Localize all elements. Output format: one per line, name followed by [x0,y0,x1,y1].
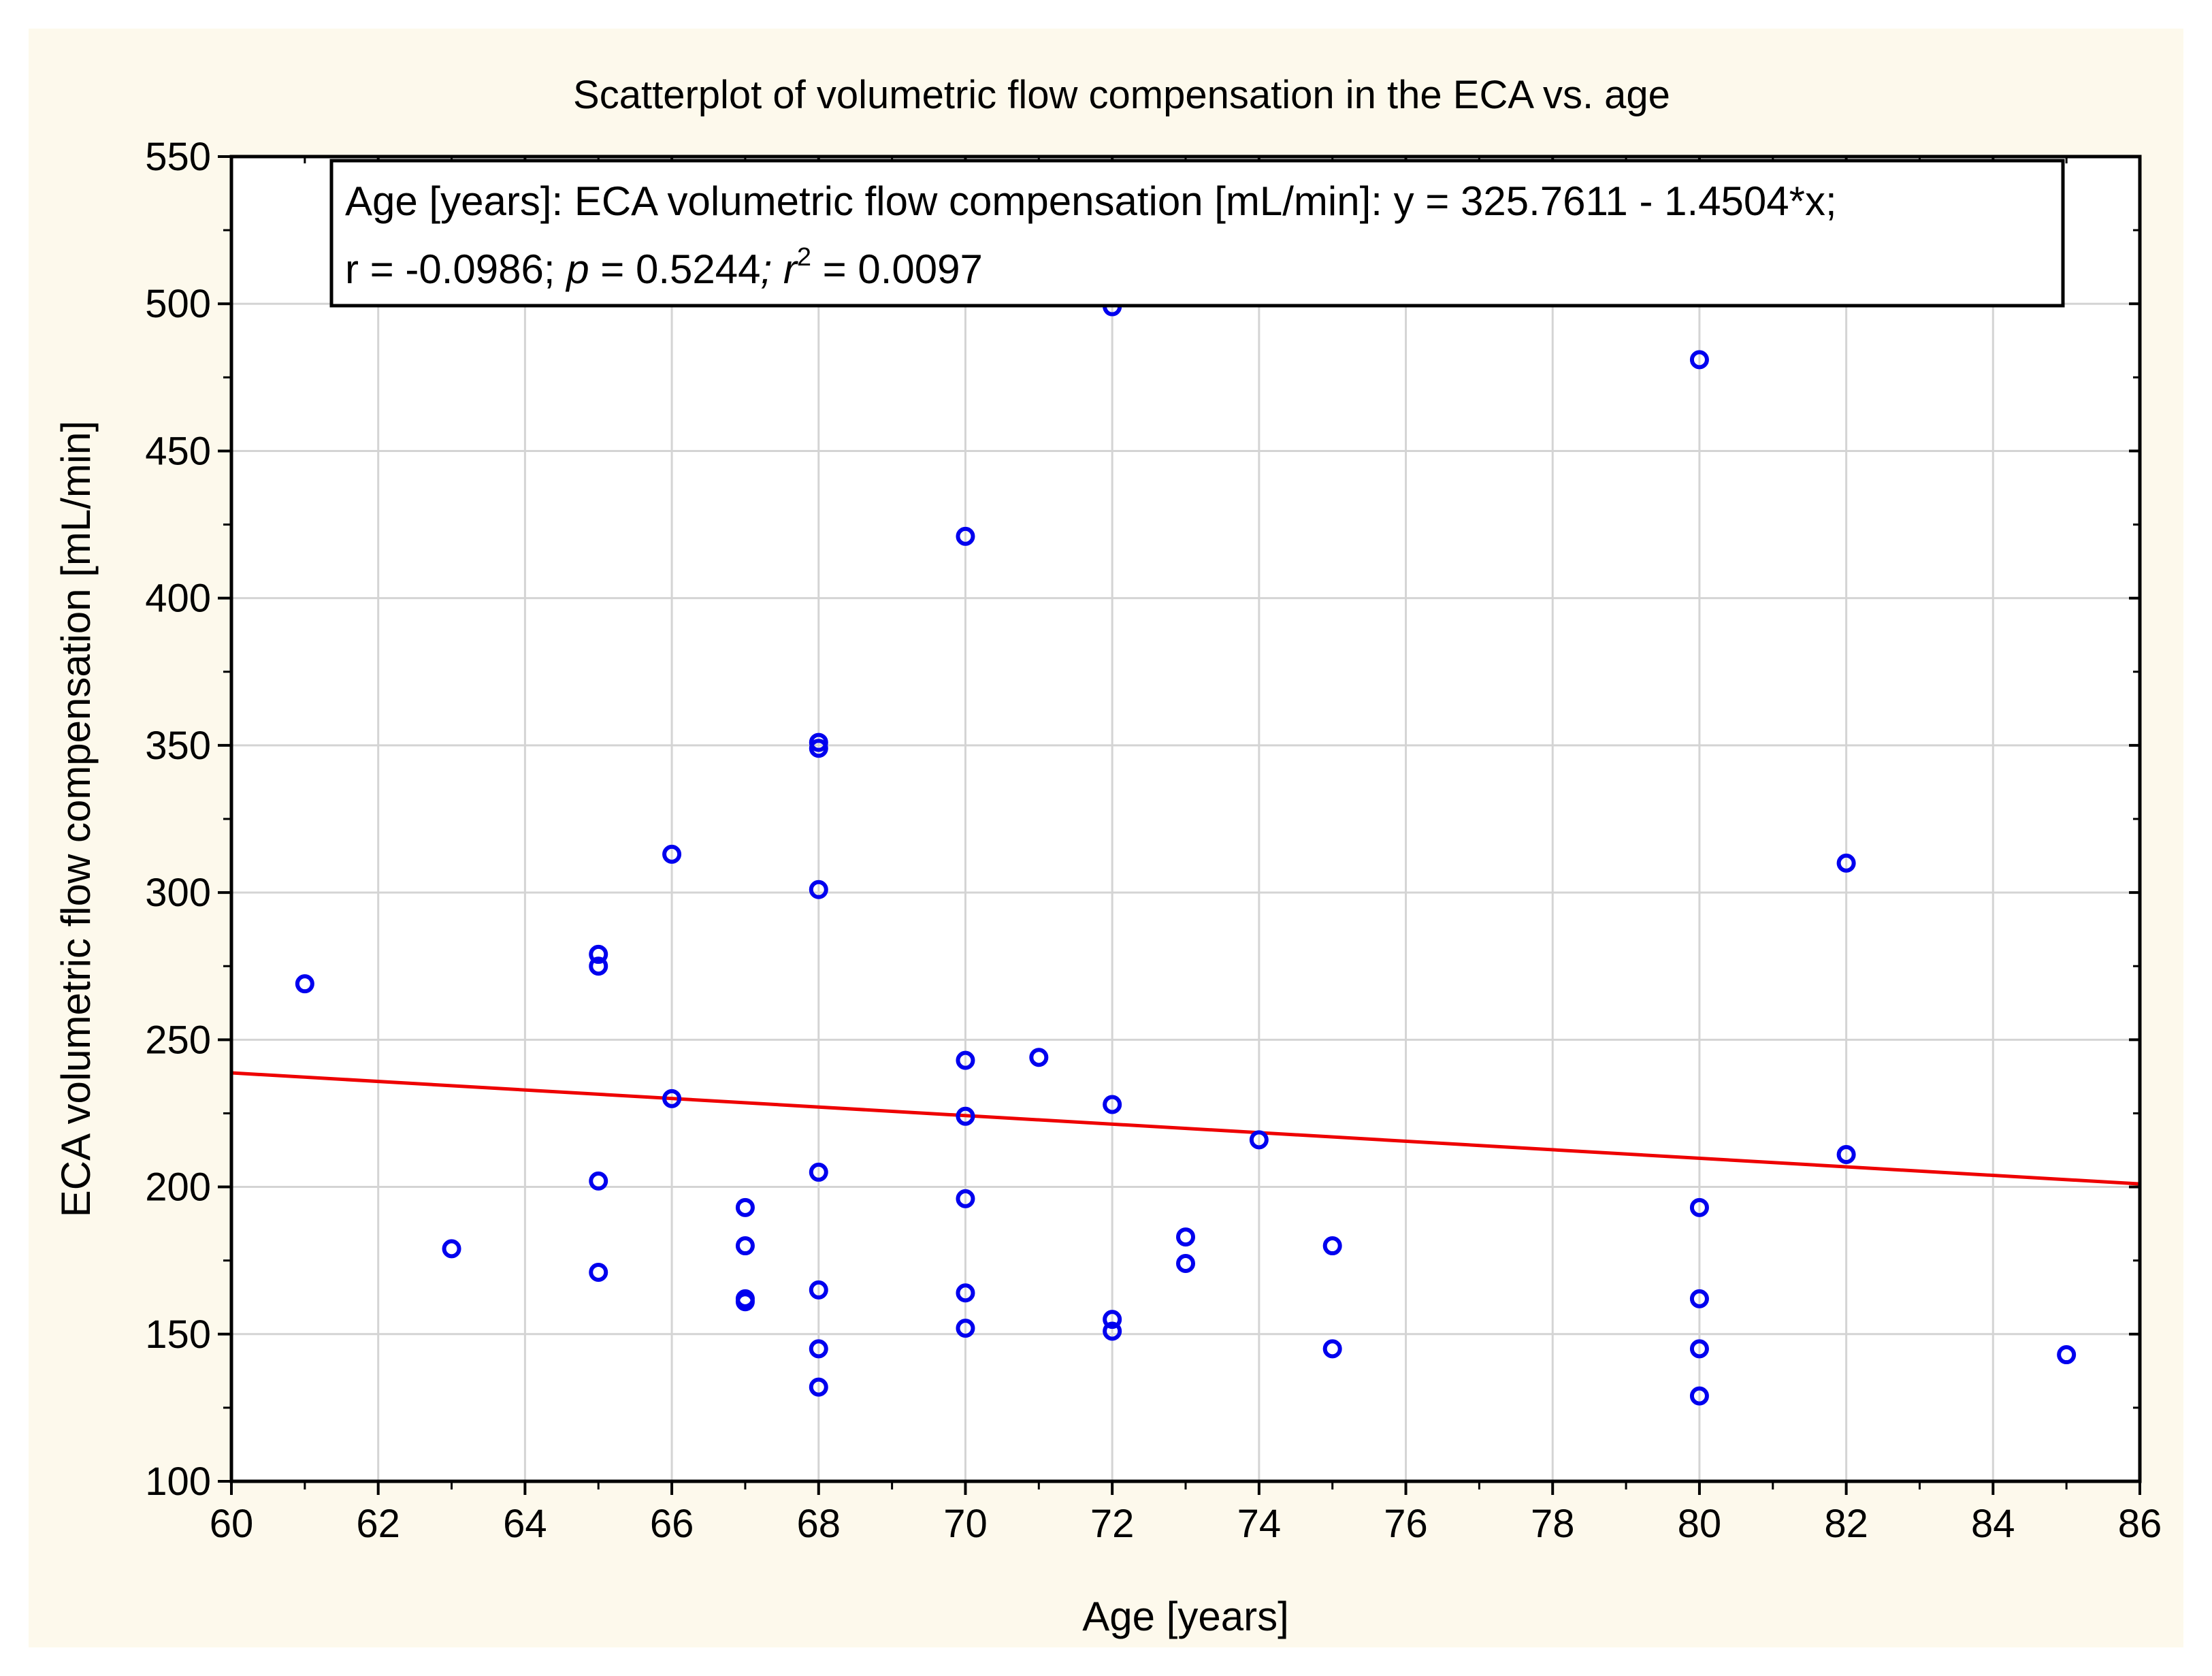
data-point [1176,1227,1195,1247]
data-point [735,1292,755,1312]
x-tick-label: 78 [1531,1502,1575,1546]
annotation-equation: Age [years]: ECA volumetric flow compens… [345,178,1837,224]
x-tick-label: 68 [797,1502,841,1546]
data-point [1689,1289,1709,1308]
y-tick-label: 500 [145,282,211,326]
data-point [1836,1144,1856,1164]
data-point [1322,1339,1342,1359]
data-point [1103,1321,1122,1341]
x-tick-label: 62 [356,1502,400,1546]
data-point [956,526,975,546]
x-axis-label: Age [years] [1082,1594,1289,1639]
data-point [1029,1048,1049,1067]
data-points [295,297,2077,1406]
regression-line [231,1071,2141,1186]
x-tick-label: 64 [503,1502,547,1546]
y-tick-label: 550 [145,135,211,179]
annotation-semicolon: ; [760,246,783,292]
axis-ticks [218,155,2141,1495]
annotation-r: r = -0.0986; [345,246,566,292]
x-tick-label: 80 [1678,1502,1722,1546]
data-point [1176,1253,1195,1273]
data-point [1689,1386,1709,1406]
plot-area [231,157,2140,1481]
data-point [956,1106,975,1126]
data-point [809,880,828,899]
y-tick-label: 450 [145,429,211,473]
data-point [735,1236,755,1256]
data-point [589,956,608,976]
data-point [589,1171,608,1191]
regression-annotation-box: Age [years]: ECA volumetric flow compens… [329,159,2065,308]
y-tick-label: 350 [145,724,211,768]
x-tick-label: 74 [1237,1502,1282,1546]
x-tick-label: 66 [650,1502,694,1546]
annotation-r2-exponent: 2 [797,243,811,272]
y-axis-label: ECA volumetric flow compensation [mL/min… [53,421,99,1217]
data-point [442,1239,461,1259]
y-tick-labels: 100 150 200 250 300 350 400 450 500 550 [145,135,211,1504]
chart-title: Scatterplot of volumetric flow compensat… [573,73,1670,117]
x-tick-label: 72 [1090,1502,1135,1546]
data-point [956,1283,975,1303]
data-point [956,1050,975,1070]
y-tick-label: 400 [145,577,211,621]
data-point [956,1189,975,1208]
annotation-p-value: = 0.5244 [589,246,761,292]
data-point [662,844,682,864]
y-tick-label: 200 [145,1165,211,1210]
data-point [809,739,828,758]
data-point [1322,1236,1342,1256]
annotation-r2-symbol: r [783,246,798,292]
y-tick-label: 250 [145,1018,211,1062]
data-point [589,944,608,964]
x-tick-label: 82 [1824,1502,1868,1546]
data-point [589,1262,608,1282]
data-point [1689,350,1709,370]
annotation-p-symbol: p [565,246,589,292]
data-point [1103,1095,1122,1114]
data-point [295,974,314,994]
annotation-border [329,159,2065,308]
x-tick-label: 60 [210,1502,254,1546]
data-point [1249,1130,1269,1150]
x-tick-label: 84 [1971,1502,2015,1546]
data-point [1103,1310,1122,1329]
regression-line-layer [231,1071,2141,1186]
x-tick-labels: 60 62 64 66 68 70 72 74 76 78 80 82 84 86 [210,1502,2162,1546]
y-tick-label: 150 [145,1312,211,1357]
data-point [809,1280,828,1300]
data-point [1836,853,1856,873]
data-point [662,1089,682,1108]
data-point [809,1339,828,1359]
data-point [956,1319,975,1338]
annotation-r2-value: = 0.0097 [811,246,983,292]
y-tick-label: 300 [145,871,211,915]
x-tick-label: 86 [2118,1502,2162,1546]
data-point [2057,1345,2077,1365]
data-point [1689,1339,1709,1359]
x-tick-label: 76 [1384,1502,1428,1546]
x-tick-label: 70 [943,1502,988,1546]
annotation-stats: r = -0.0986; p = 0.5244; r2 = 0.0097 [345,243,983,292]
data-point [735,1197,755,1217]
y-tick-label: 100 [145,1460,211,1504]
data-point [809,1162,828,1182]
data-point [809,1377,828,1397]
data-point [1689,1197,1709,1217]
